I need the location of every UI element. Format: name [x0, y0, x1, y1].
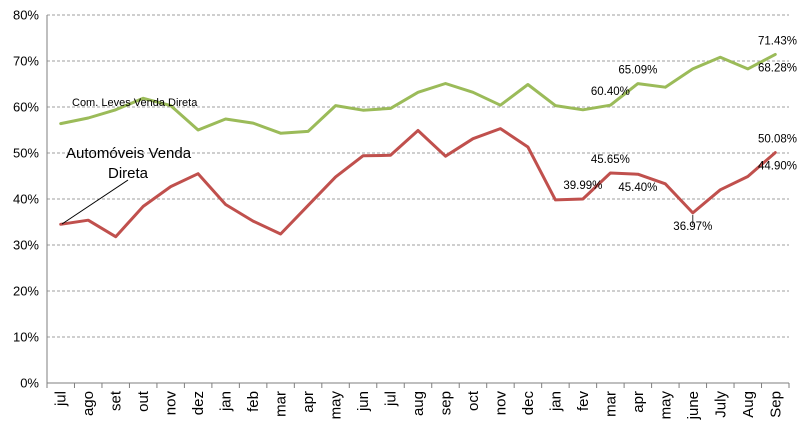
x-tick-label: set — [108, 390, 125, 411]
series-label-automoveis-line1: Automóveis Venda — [66, 145, 192, 162]
x-tick-label: mar — [273, 391, 290, 417]
x-tick-label: aug — [410, 391, 427, 416]
data-label: 45.65% — [591, 154, 630, 166]
y-axis: 0% 10% 20% 30% 40% 50% 60% 70% 80% — [13, 8, 48, 391]
y-tick-label: 80% — [13, 8, 39, 23]
x-tick-label: out — [135, 390, 152, 412]
data-label: 50.08% — [758, 134, 797, 146]
y-tick-label: 40% — [13, 192, 39, 207]
x-tick-label: Aug — [740, 391, 757, 418]
x-tick-label: apr — [300, 391, 317, 413]
data-label: 60.40% — [591, 86, 630, 98]
data-label: 45.40% — [618, 182, 657, 194]
x-tick-label: mar — [602, 391, 619, 417]
gridlines — [47, 14, 789, 338]
x-tick-label: jul — [383, 391, 400, 407]
x-tick-label: fev — [575, 391, 592, 412]
x-tick-label: Sep — [767, 391, 784, 418]
y-tick-label: 10% — [13, 330, 39, 345]
x-tick-label: may — [657, 391, 674, 420]
x-tick-label: nov — [492, 391, 509, 416]
x-tick-label: apr — [630, 391, 647, 413]
data-label: 36.97% — [673, 221, 712, 233]
x-tick-label: may — [328, 391, 345, 420]
data-label: 71.43% — [758, 35, 797, 47]
series-line-1 — [59, 127, 777, 239]
y-tick-label: 20% — [13, 284, 39, 299]
x-tick-label: dec — [520, 391, 537, 416]
x-axis: jul ago set out nov dez jan feb mar apr may jun jul a… — [46, 382, 790, 420]
x-tick-label: July — [712, 391, 729, 418]
series-label-com-leves: Com. Leves Venda Direta — [72, 97, 198, 109]
data-label: 65.09% — [618, 65, 657, 77]
x-tick-label: june — [685, 391, 702, 420]
x-tick-label: ago — [80, 391, 97, 416]
y-tick-label: 50% — [13, 146, 39, 161]
y-tick-label: 30% — [13, 238, 39, 253]
x-tick-label: sep — [437, 391, 454, 415]
y-tick-label: 60% — [13, 100, 39, 115]
y-tick-label: 0% — [20, 376, 39, 391]
series-label-automoveis-line2: Direta — [108, 165, 149, 182]
x-tick-label: feb — [245, 391, 262, 412]
x-tick-label: jun — [355, 391, 372, 412]
x-tick-label: nov — [163, 391, 180, 416]
series-label-leader-line — [61, 179, 129, 225]
data-label: 39.99% — [563, 180, 602, 192]
data-label: 44.90% — [758, 161, 797, 173]
data-labels: 60.40% 65.09% 71.43% 68.28% 39.99% 45.65% 45.4… — [563, 35, 797, 233]
series-lines — [59, 52, 777, 239]
series-line-0 — [59, 52, 777, 135]
y-tick-label: 70% — [13, 54, 39, 69]
x-tick-label: jan — [218, 391, 235, 412]
data-label: 68.28% — [758, 62, 797, 74]
x-tick-label: oct — [465, 390, 482, 411]
x-tick-label: jan — [547, 391, 564, 412]
x-tick-label: jul — [53, 391, 70, 407]
x-tick-label: dez — [190, 391, 207, 415]
